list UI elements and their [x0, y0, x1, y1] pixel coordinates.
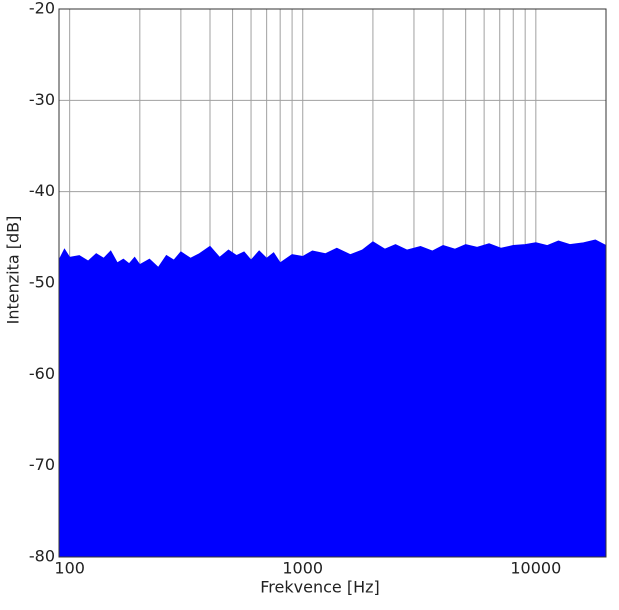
y-tick-label: -80	[29, 547, 55, 566]
x-axis-label: Frekvence [Hz]	[260, 578, 379, 597]
y-tick-label: -30	[29, 90, 55, 109]
y-tick-label: -70	[29, 455, 55, 474]
y-axis-label: Intenzita [dB]	[4, 216, 23, 325]
x-tick-label: 100	[54, 559, 85, 578]
x-tick-label: 10000	[510, 559, 561, 578]
data	[58, 239, 607, 558]
y-tick-label: -50	[29, 273, 55, 292]
y-tick-label: -20	[29, 0, 55, 18]
x-tick-label: 1000	[282, 559, 323, 578]
y-tick-label: -40	[29, 181, 55, 200]
y-tick-label: -60	[29, 364, 55, 383]
spectrum-area	[58, 239, 607, 558]
plot-frame	[58, 8, 607, 558]
